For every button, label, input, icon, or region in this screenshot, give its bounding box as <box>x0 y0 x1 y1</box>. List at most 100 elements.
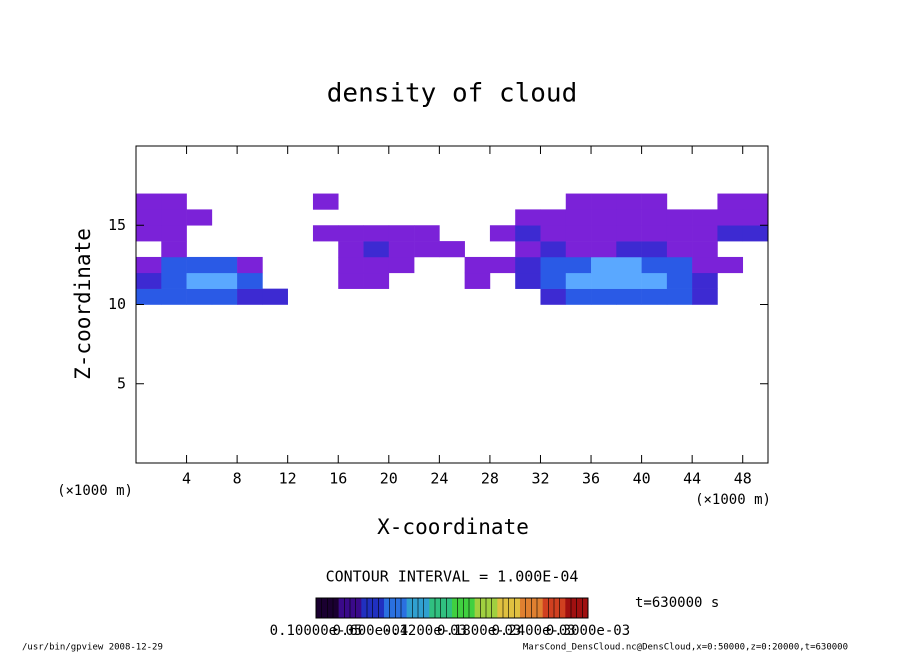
x-unit: (×1000 m) <box>695 492 771 508</box>
density-cell <box>186 288 213 305</box>
density-cell <box>464 272 491 289</box>
density-cell <box>565 193 592 210</box>
density-cell <box>439 241 465 258</box>
density-cell <box>591 225 617 242</box>
density-cell <box>312 225 339 242</box>
x-tick-label: 16 <box>329 470 347 488</box>
density-cell <box>666 256 693 274</box>
density-cell <box>641 288 668 305</box>
density-cell <box>565 272 592 289</box>
density-cell <box>161 225 187 242</box>
density-cell <box>414 241 440 258</box>
density-cell <box>616 225 642 242</box>
density-cell <box>742 193 769 210</box>
density-cell <box>692 225 718 242</box>
density-cell <box>565 209 592 226</box>
x-tick-label: 12 <box>279 470 297 488</box>
density-cell <box>186 272 213 289</box>
density-cell <box>237 256 263 274</box>
x-tick-label: 24 <box>430 470 448 488</box>
y-tick-label: 15 <box>108 216 126 234</box>
density-cell <box>464 256 491 274</box>
colorbar-label: 0.2400e-03 <box>491 623 575 639</box>
density-cell <box>388 256 415 274</box>
density-cell <box>591 272 617 289</box>
density-cell <box>540 209 567 226</box>
colorbar-frame <box>315 597 589 619</box>
density-cell <box>692 256 718 274</box>
density-cell <box>211 272 238 289</box>
x-tick-label: 36 <box>582 470 600 488</box>
density-cell <box>363 272 390 289</box>
density-cell <box>136 209 162 226</box>
density-cell <box>692 209 718 226</box>
colorbar-label: 0.1200e-03 <box>383 623 467 639</box>
x-tick-label: 44 <box>683 470 701 488</box>
density-cell <box>540 225 567 242</box>
density-cell <box>515 225 541 242</box>
density-cell <box>591 241 617 258</box>
density-cell <box>742 225 769 242</box>
density-cell <box>641 193 668 210</box>
density-cell <box>616 193 642 210</box>
density-cell <box>136 225 162 242</box>
density-cell <box>565 241 592 258</box>
density-cell <box>161 193 187 210</box>
density-cell <box>312 193 339 210</box>
density-cell <box>616 256 642 274</box>
density-cell <box>692 241 718 258</box>
density-cell <box>363 256 390 274</box>
time-label: t=630000 s <box>635 595 719 611</box>
density-cell <box>161 256 187 274</box>
density-cell <box>161 288 187 305</box>
x-tick-label: 40 <box>633 470 651 488</box>
chart-title: density of cloud <box>327 79 577 109</box>
x-axis-label: X-coordinate <box>377 515 529 539</box>
density-cell <box>540 272 567 289</box>
footer-right: MarsCond_DensCloud.nc@DensCloud,x=0:5000… <box>523 643 848 653</box>
colorbar-label: 0.1800e-03 <box>437 623 521 639</box>
density-cell <box>692 272 718 289</box>
density-cell <box>666 209 693 226</box>
density-cell <box>641 209 668 226</box>
density-cell <box>717 225 744 242</box>
density-cell <box>388 225 415 242</box>
density-cell <box>388 241 415 258</box>
y-axis-label: Z-coordinate <box>71 228 95 380</box>
density-cell <box>666 241 693 258</box>
density-cell <box>515 272 541 289</box>
density-cell <box>591 288 617 305</box>
density-cell <box>262 288 288 305</box>
density-cell <box>363 241 390 258</box>
x-tick-label: 8 <box>233 470 242 488</box>
density-cell <box>692 288 718 305</box>
density-cell <box>641 241 668 258</box>
density-cell <box>591 193 617 210</box>
density-cell <box>186 209 213 226</box>
density-cell <box>616 288 642 305</box>
density-cell <box>237 272 263 289</box>
density-cell <box>338 272 364 289</box>
density-cell <box>338 225 364 242</box>
density-cell <box>363 225 390 242</box>
density-cell <box>161 241 187 258</box>
density-cell <box>565 288 592 305</box>
density-cell <box>515 256 541 274</box>
density-cell <box>540 241 567 258</box>
density-cell <box>161 272 187 289</box>
density-cell <box>540 256 567 274</box>
colorbar-label: 0.3000e-03 <box>546 623 630 639</box>
density-cell <box>641 256 668 274</box>
density-cell <box>641 225 668 242</box>
y-tick-label: 10 <box>108 295 126 313</box>
density-cell <box>136 256 162 274</box>
density-cell <box>616 241 642 258</box>
density-cell <box>717 209 744 226</box>
footer-left: /usr/bin/gpview 2008-12-29 <box>22 643 163 653</box>
density-cell <box>641 272 668 289</box>
density-cell <box>515 241 541 258</box>
density-cell <box>161 209 187 226</box>
contour-interval: CONTOUR INTERVAL = 1.000E-04 <box>326 568 579 586</box>
density-cell <box>338 241 364 258</box>
